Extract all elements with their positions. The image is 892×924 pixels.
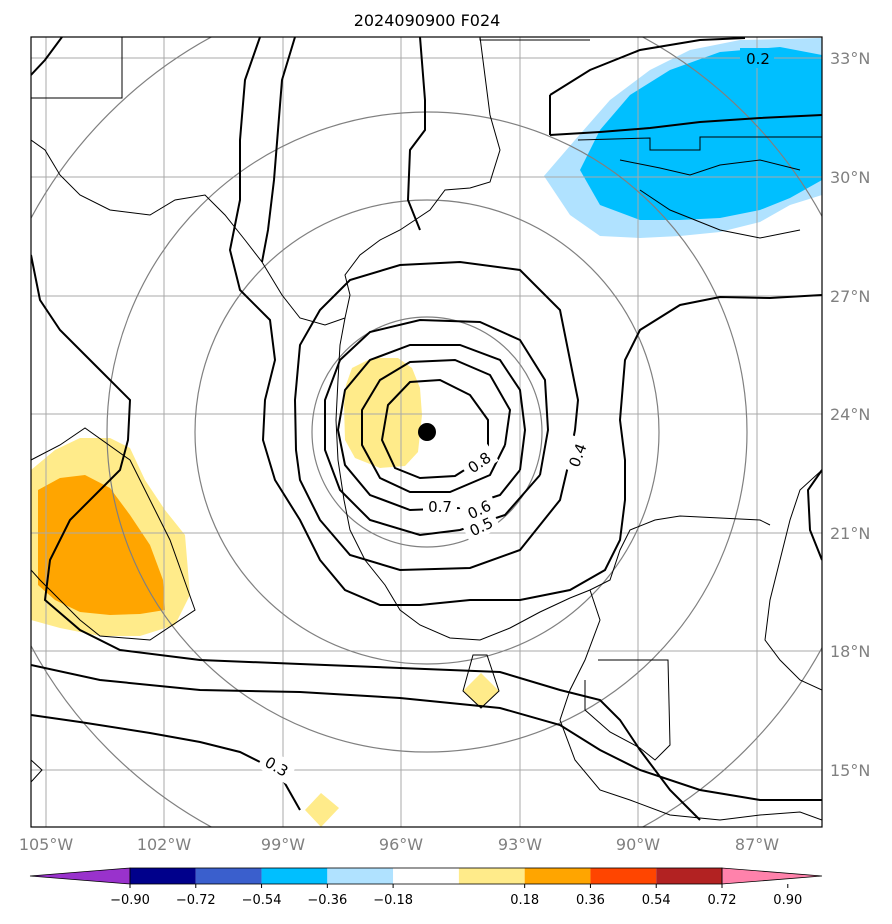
colorbar-tick-label: −0.72	[176, 893, 216, 908]
colorbar-extension-min	[29, 867, 131, 885]
contour-0.35-e	[406, 37, 426, 231]
lon-label: 105°W	[19, 835, 74, 854]
contour-0.2	[549, 37, 746, 96]
lon-label: 99°W	[261, 835, 305, 854]
lon-label: 102°W	[137, 835, 192, 854]
lon-label: 96°W	[379, 835, 423, 854]
colorbar-ticks: −0.90 −0.72 −0.54 −0.36 −0.18 0.18 0.36 0.54 0.7…	[110, 884, 802, 908]
lon-label: 90°W	[616, 835, 660, 854]
colorbar-segment	[261, 868, 328, 884]
colorbar-segment	[458, 868, 525, 884]
lat-label: 18°N	[830, 642, 870, 661]
colorbar-segments	[29, 867, 823, 885]
positive-region-south-2	[305, 793, 339, 827]
positive-region-west-inner	[38, 475, 165, 615]
contour-0.5	[324, 318, 550, 537]
latitude-labels: 33°N 30°N 27°N 24°N 21°N 18°N 15°N	[830, 49, 870, 780]
lat-label: 24°N	[830, 405, 870, 424]
longitude-labels: 105°W 102°W 99°W 96°W 93°W 90°W 87°W	[19, 835, 779, 854]
colorbar-extension-max	[721, 867, 823, 885]
graticule	[31, 37, 822, 827]
contour-0.35	[31, 254, 701, 821]
colorbar-tick-label: −0.54	[242, 893, 282, 908]
colorbar-tick-label: 0.18	[510, 893, 539, 908]
storm-center-marker	[418, 423, 436, 441]
contour-0.7	[361, 358, 512, 493]
lon-label: 87°W	[735, 835, 779, 854]
contour-label-0.2: 0.2	[746, 50, 770, 68]
colorbar-tick-label: 0.72	[708, 893, 737, 908]
colorbar-segment	[195, 868, 262, 884]
colorbar-tick-label: −0.36	[307, 893, 347, 908]
contour-label-group: 0.2 0.3 0.4 0.5 0.6 0.7 0.8	[256, 48, 774, 785]
contour-0.3-c	[31, 664, 822, 801]
coastlines	[31, 37, 822, 821]
contour-lines	[31, 37, 822, 821]
contour-0.2-b	[549, 114, 822, 136]
lat-label: 27°N	[830, 287, 870, 306]
colorbar-tick-label: 0.90	[773, 893, 802, 908]
map-panel: 0.2 0.3 0.4 0.5 0.6 0.7 0.8	[30, 36, 823, 828]
colorbar-tick-label: −0.90	[110, 893, 150, 908]
lat-label: 21°N	[830, 524, 870, 543]
colorbar-frame	[129, 867, 723, 885]
contour-0.3-b	[282, 779, 301, 811]
contour-0.8	[380, 378, 489, 480]
contour-0.35-d	[261, 37, 296, 263]
colorbar-tick-label: 0.54	[642, 893, 671, 908]
map-frame	[30, 36, 823, 828]
lat-label: 30°N	[830, 168, 870, 187]
colorbar-segment	[656, 868, 722, 884]
positive-region-center	[344, 358, 422, 468]
colorbar-segment	[524, 868, 591, 884]
contour-label-0.7: 0.7	[428, 498, 452, 516]
colorbar-segment	[130, 868, 196, 884]
colorbar-segment	[590, 868, 657, 884]
contour-0.35-f	[806, 469, 822, 561]
colorbar-tick-label: −0.18	[373, 893, 413, 908]
range-rings	[31, 37, 822, 827]
contour-0.4	[293, 260, 580, 572]
colorbar-segment	[393, 868, 459, 884]
colorbar-tick-label: 0.36	[576, 893, 605, 908]
figure-title: 2024090900 F024	[354, 11, 501, 30]
lat-label: 33°N	[830, 49, 870, 68]
lon-label: 93°W	[498, 835, 542, 854]
contour-0.35-b	[31, 37, 63, 76]
colorbar-segment	[327, 868, 394, 884]
contour-0.35-c	[228, 37, 822, 606]
lat-label: 15°N	[830, 761, 870, 780]
contour-0.3	[31, 714, 269, 767]
colorbar: −0.90 −0.72 −0.54 −0.36 −0.18 0.18 0.36 0.54 0.7…	[29, 867, 823, 908]
